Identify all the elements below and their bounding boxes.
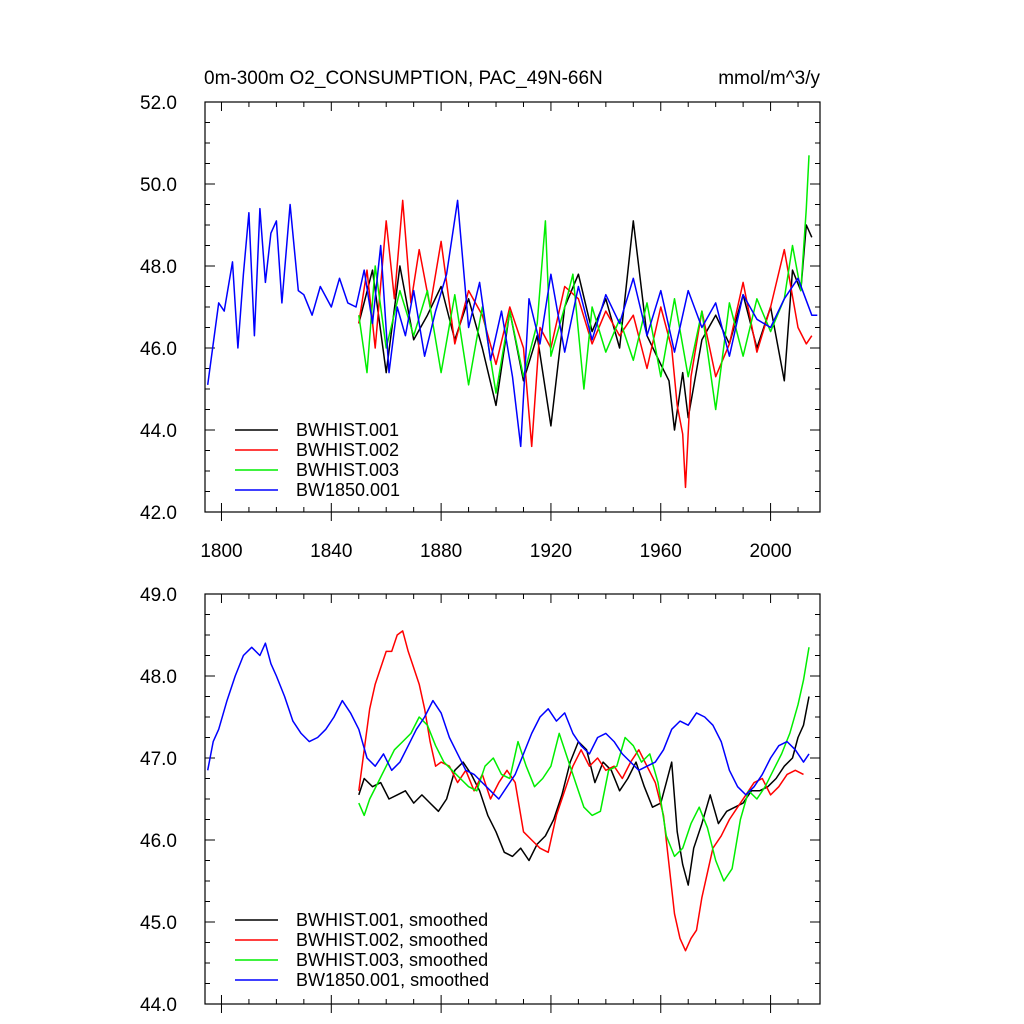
y-tick-label: 46.0 [140,831,177,852]
y-tick-label: 50.0 [140,175,177,196]
series-lines [206,630,810,952]
legend-label: BWHIST.002, smoothed [296,930,488,950]
series-line-bwhist-003 [358,155,810,411]
legend-label: BWHIST.002 [296,440,399,460]
y-tick-label: 52.0 [140,93,177,114]
y-tick-label: 46.0 [140,339,177,360]
y-tick-label: 44.0 [140,421,177,442]
y-tick-label: 47.0 [140,749,177,770]
series-line-bwhist-001 [358,220,813,431]
legend-label: BW1850.001 [296,480,400,500]
x-tick-label: 1800 [200,541,242,562]
y-tick-label: 48.0 [140,257,177,278]
axis-tick-labels: 44.0 45.0 46.0 47.0 48.0 49.0 [140,585,177,1016]
series-line-bw1850-001 [206,199,818,448]
y-tick-label: 42.0 [140,503,177,524]
y-tick-label: 49.0 [140,585,177,606]
series-lines [206,155,818,489]
top-panel: 1800 1840 1880 1920 1960 2000 42.0 44.0 46.0 48.0… [140,93,821,562]
x-tick-label: 1880 [420,541,462,562]
series-line-bwhist-002 [358,199,813,489]
legend-label: BWHIST.001 [296,420,399,440]
series-line-bwhist-003-smoothed [358,647,810,882]
legend-label: BWHIST.003 [296,460,399,480]
axis-ticks [205,593,820,1013]
x-tick-label: 1920 [530,541,572,562]
x-tick-label: 1840 [310,541,352,562]
series-line-bwhist-002-smoothed [358,630,804,952]
y-tick-label: 45.0 [140,913,177,934]
y-tick-label: 44.0 [140,995,177,1016]
chart-title: 0m-300m O2_CONSUMPTION, PAC_49N-66N [204,68,603,89]
axis-tick-labels: 1800 1840 1880 1920 1960 2000 42.0 44.0 46.0 48.0… [140,93,792,562]
axis-ticks [205,101,820,521]
legend-label: BWHIST.003, smoothed [296,950,488,970]
x-tick-label: 1960 [640,541,682,562]
bottom-panel: 44.0 45.0 46.0 47.0 48.0 49.0 BWHIST.001, smo… [140,585,821,1016]
units-label: mmol/m^3/y [718,68,820,89]
legend-label: BWHIST.001, smoothed [296,910,488,930]
y-tick-label: 48.0 [140,667,177,688]
legend-label: BW1850.001, smoothed [296,970,489,990]
x-tick-label: 2000 [749,541,791,562]
series-line-bw1850-001-smoothed [206,642,810,800]
